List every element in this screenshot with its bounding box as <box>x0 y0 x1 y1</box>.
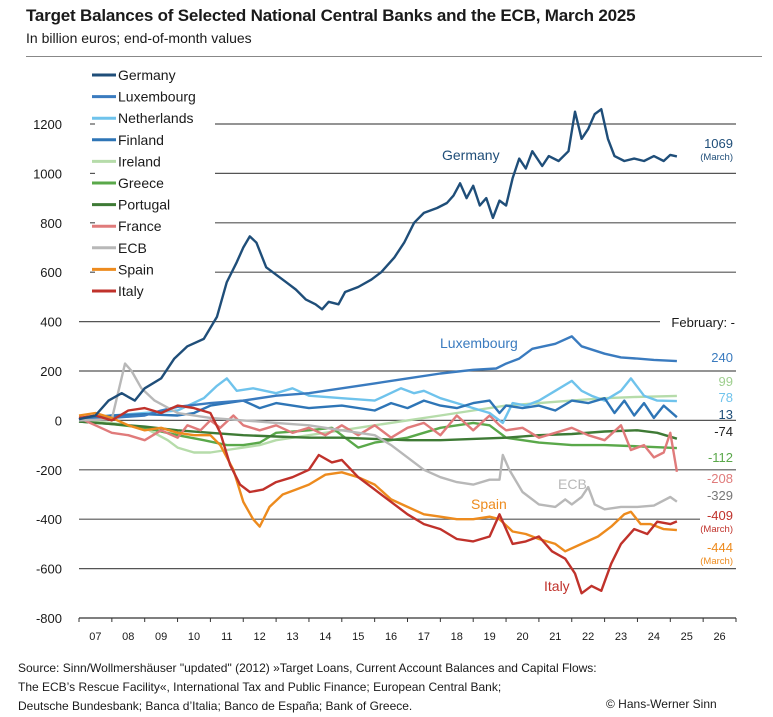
legend-label: Luxembourg <box>118 89 196 105</box>
x-tick-label: 17 <box>418 631 430 643</box>
x-tick-label: 09 <box>155 631 167 643</box>
x-tick-label: 16 <box>385 631 397 643</box>
x-tick-label: 07 <box>89 631 101 643</box>
series-lines <box>78 108 679 595</box>
source-note: Source: Sinn/Wollmershäuser "updated" (2… <box>18 659 738 716</box>
inline-label-ecb: ECB <box>558 476 587 492</box>
y-tick-label: 1000 <box>33 166 62 181</box>
end-sub-spain: (March) <box>700 556 733 567</box>
end-value-italy: -409 <box>707 508 733 523</box>
end-value-luxembourg: 240 <box>711 350 733 365</box>
y-tick-label: 0 <box>55 413 62 428</box>
february-note: February: - <box>671 315 735 330</box>
x-tick-label: 15 <box>352 631 364 643</box>
end-value-germany: 1069 <box>704 136 733 151</box>
source-line-3: Deutsche Bundesbank; Banca d’Italia; Ban… <box>18 699 413 713</box>
y-tick-label: 600 <box>40 265 62 280</box>
end-sub-italy: (March) <box>700 524 733 535</box>
series-line-france <box>78 414 679 473</box>
chart-subtitle: In billion euros; end-of-month values <box>26 30 252 46</box>
x-tick-label: 13 <box>286 631 298 643</box>
x-tick-label: 20 <box>516 631 528 643</box>
x-tick-label: 18 <box>451 631 463 643</box>
inline-label-germany: Germany <box>442 147 500 163</box>
y-tick-label: 1200 <box>33 117 62 132</box>
y-tick-label: -200 <box>36 463 62 478</box>
inline-label-spain: Spain <box>471 496 507 512</box>
end-sub-germany: (March) <box>700 152 733 163</box>
x-tick-label: 10 <box>188 631 200 643</box>
header-divider <box>26 56 762 57</box>
x-axis: 07 08 09 10 11 12 13 14 15 16 17 18 19 20 21 22 23 24 25 26 <box>78 617 737 643</box>
legend-label: Germany <box>118 67 176 83</box>
y-tick-label: 200 <box>40 364 62 379</box>
gridlines <box>79 123 736 570</box>
y-tick-label: 400 <box>40 315 62 330</box>
x-tick-label: 23 <box>615 631 627 643</box>
legend-label: France <box>118 218 162 234</box>
legend-label: Spain <box>118 261 154 277</box>
source-line-1: Source: Sinn/Wollmershäuser "updated" (2… <box>18 661 597 675</box>
legend-label: Portugal <box>118 197 170 213</box>
series-line-greece <box>78 420 677 450</box>
y-axis: 1200 1000 800 600 400 200 0 -200 -400 -600 -800 <box>33 117 62 626</box>
x-tick-label: 21 <box>549 631 561 643</box>
copyright: © Hans-Werner Sinn <box>606 697 717 711</box>
x-tick-label: 22 <box>582 631 594 643</box>
legend-label: Greece <box>118 175 164 191</box>
series-line-netherlands <box>78 377 677 425</box>
end-value-ecb: -329 <box>707 488 733 503</box>
series-line-ecb <box>78 362 678 511</box>
series-line-ireland <box>78 394 677 454</box>
x-tick-label: 24 <box>648 631 660 643</box>
inline-label-luxembourg: Luxembourg <box>440 335 518 351</box>
inline-label-italy: Italy <box>544 578 570 594</box>
legend-label: Ireland <box>118 153 161 169</box>
legend-label: Finland <box>118 132 164 148</box>
x-tick-label: 26 <box>713 631 725 643</box>
x-tick-label: 11 <box>221 631 232 643</box>
end-value-netherlands: 78 <box>719 390 733 405</box>
x-tick-label: 14 <box>319 631 331 643</box>
end-value-portugal: -74 <box>714 424 733 439</box>
x-tick-label: 25 <box>681 631 693 643</box>
end-value-spain: -444 <box>707 540 733 555</box>
legend: Germany Luxembourg Netherlands Finland Irela… <box>92 67 196 299</box>
end-value-ireland: 99 <box>719 374 733 389</box>
x-tick-label: 12 <box>254 631 266 643</box>
y-tick-label: -600 <box>36 562 62 577</box>
end-value-greece: -112 <box>708 450 733 465</box>
y-tick-label: -800 <box>36 611 62 626</box>
annotations: GermanyLuxembourgECBSpainItaly1069(March… <box>440 136 735 594</box>
end-value-finland: 13 <box>719 407 733 422</box>
y-tick-label: -400 <box>36 512 62 527</box>
x-tick-label: 19 <box>484 631 496 643</box>
source-line-2: The ECB’s Rescue Facility«, Internationa… <box>18 680 502 694</box>
legend-label: Italy <box>118 283 144 299</box>
chart-title: Target Balances of Selected National Cen… <box>26 6 636 25</box>
series-line-italy <box>78 404 678 595</box>
y-tick-label: 800 <box>40 216 62 231</box>
end-value-france: -208 <box>707 471 733 486</box>
series-line-germany <box>78 108 678 421</box>
legend-label: ECB <box>118 240 147 256</box>
series-line-finland <box>78 397 678 421</box>
series-line-spain <box>78 411 677 553</box>
x-tick-label: 08 <box>122 631 134 643</box>
legend-label: Netherlands <box>118 110 194 126</box>
